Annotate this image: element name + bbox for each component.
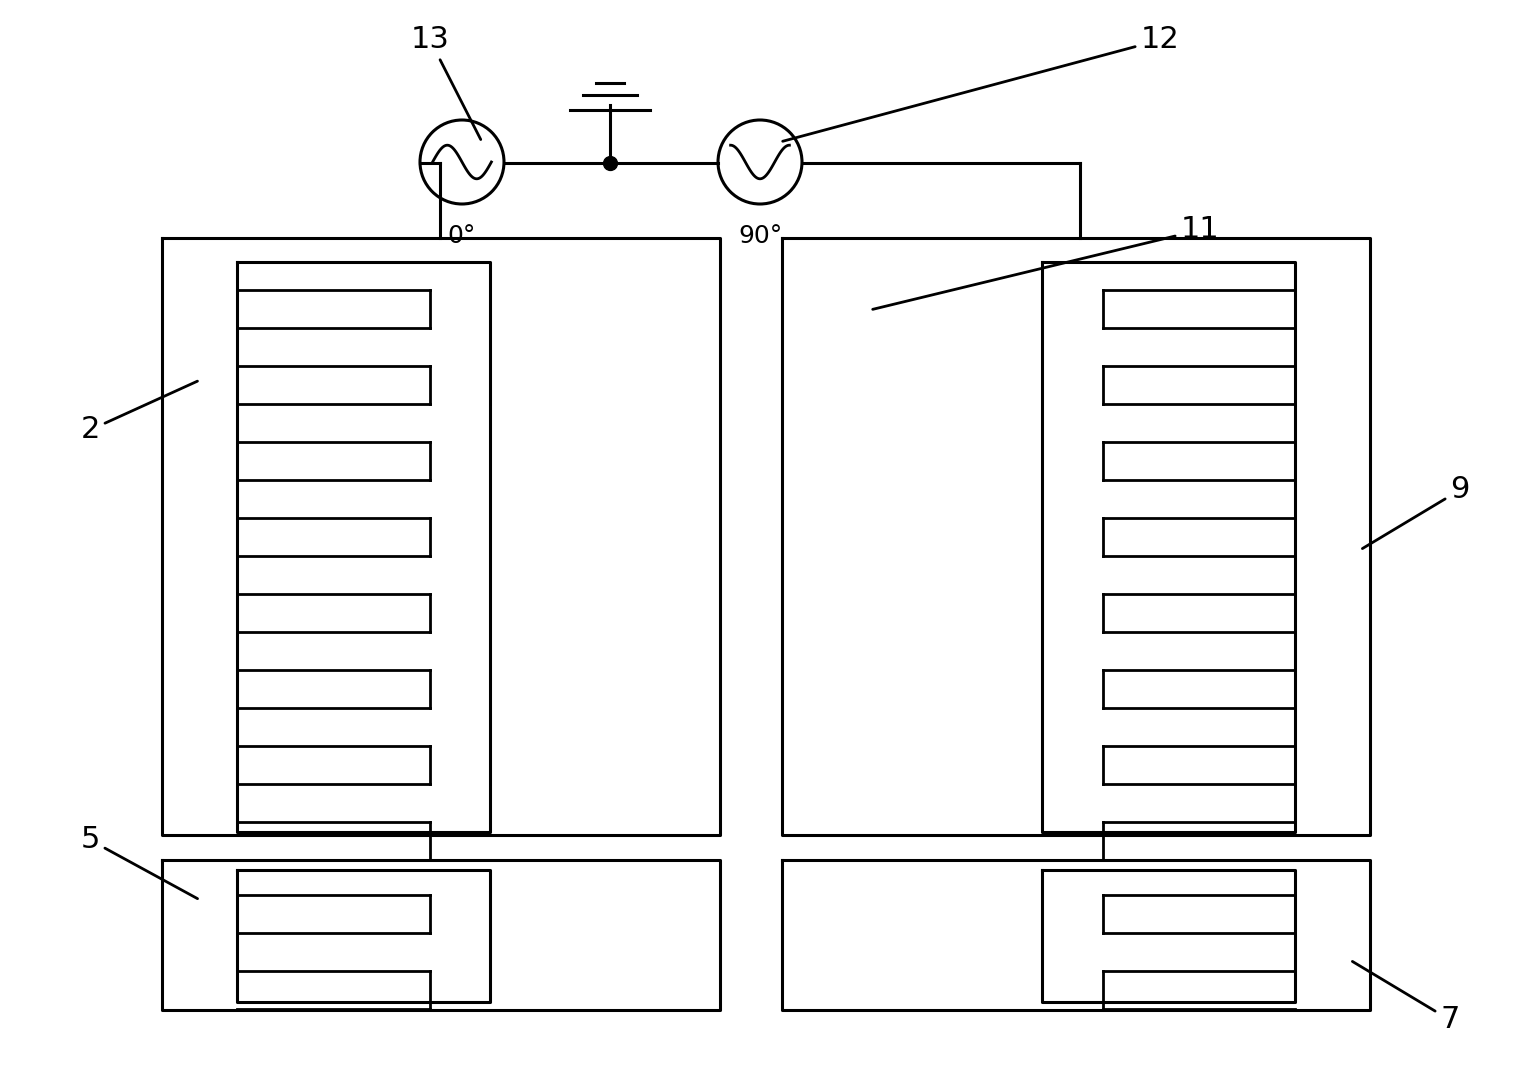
Text: 12: 12	[783, 26, 1180, 141]
Text: 2: 2	[80, 381, 198, 445]
Text: 7: 7	[1353, 961, 1460, 1035]
Text: 90°: 90°	[738, 224, 783, 248]
Text: 0°: 0°	[447, 224, 476, 248]
Text: 5: 5	[80, 825, 198, 899]
Text: 9: 9	[1362, 476, 1469, 548]
Text: 13: 13	[411, 26, 481, 139]
Text: 11: 11	[873, 216, 1219, 310]
